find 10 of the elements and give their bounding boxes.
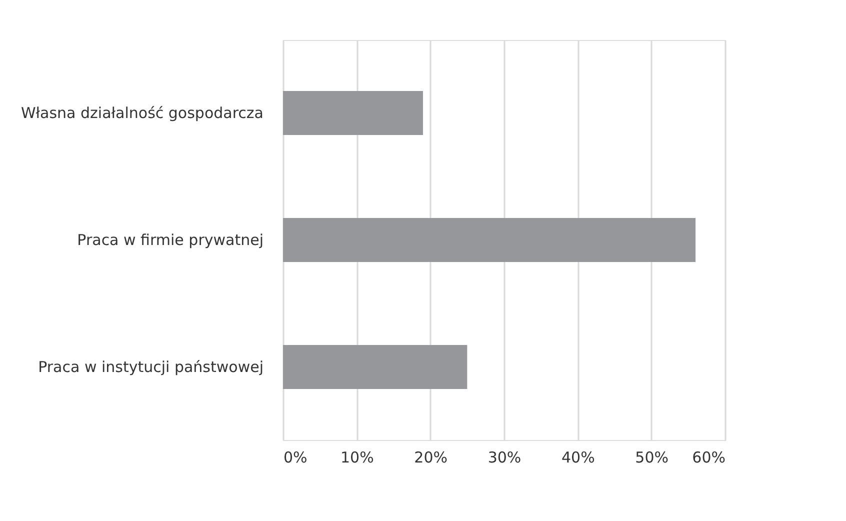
x-tick-label: 0% [284,448,308,466]
x-tick-label: 60% [692,448,726,466]
x-tick-label: 50% [635,448,669,466]
x-tick-label: 20% [414,448,448,466]
x-tick-label: 10% [340,448,374,466]
y-tick-label: Praca w firmie prywatnej [77,231,264,249]
y-tick-label: Praca w instytucji państwowej [38,358,264,376]
x-tick-label: 40% [561,448,595,466]
x-tick-label: 30% [488,448,522,466]
y-tick-label: Własna działalność gospodarcza [20,104,264,122]
